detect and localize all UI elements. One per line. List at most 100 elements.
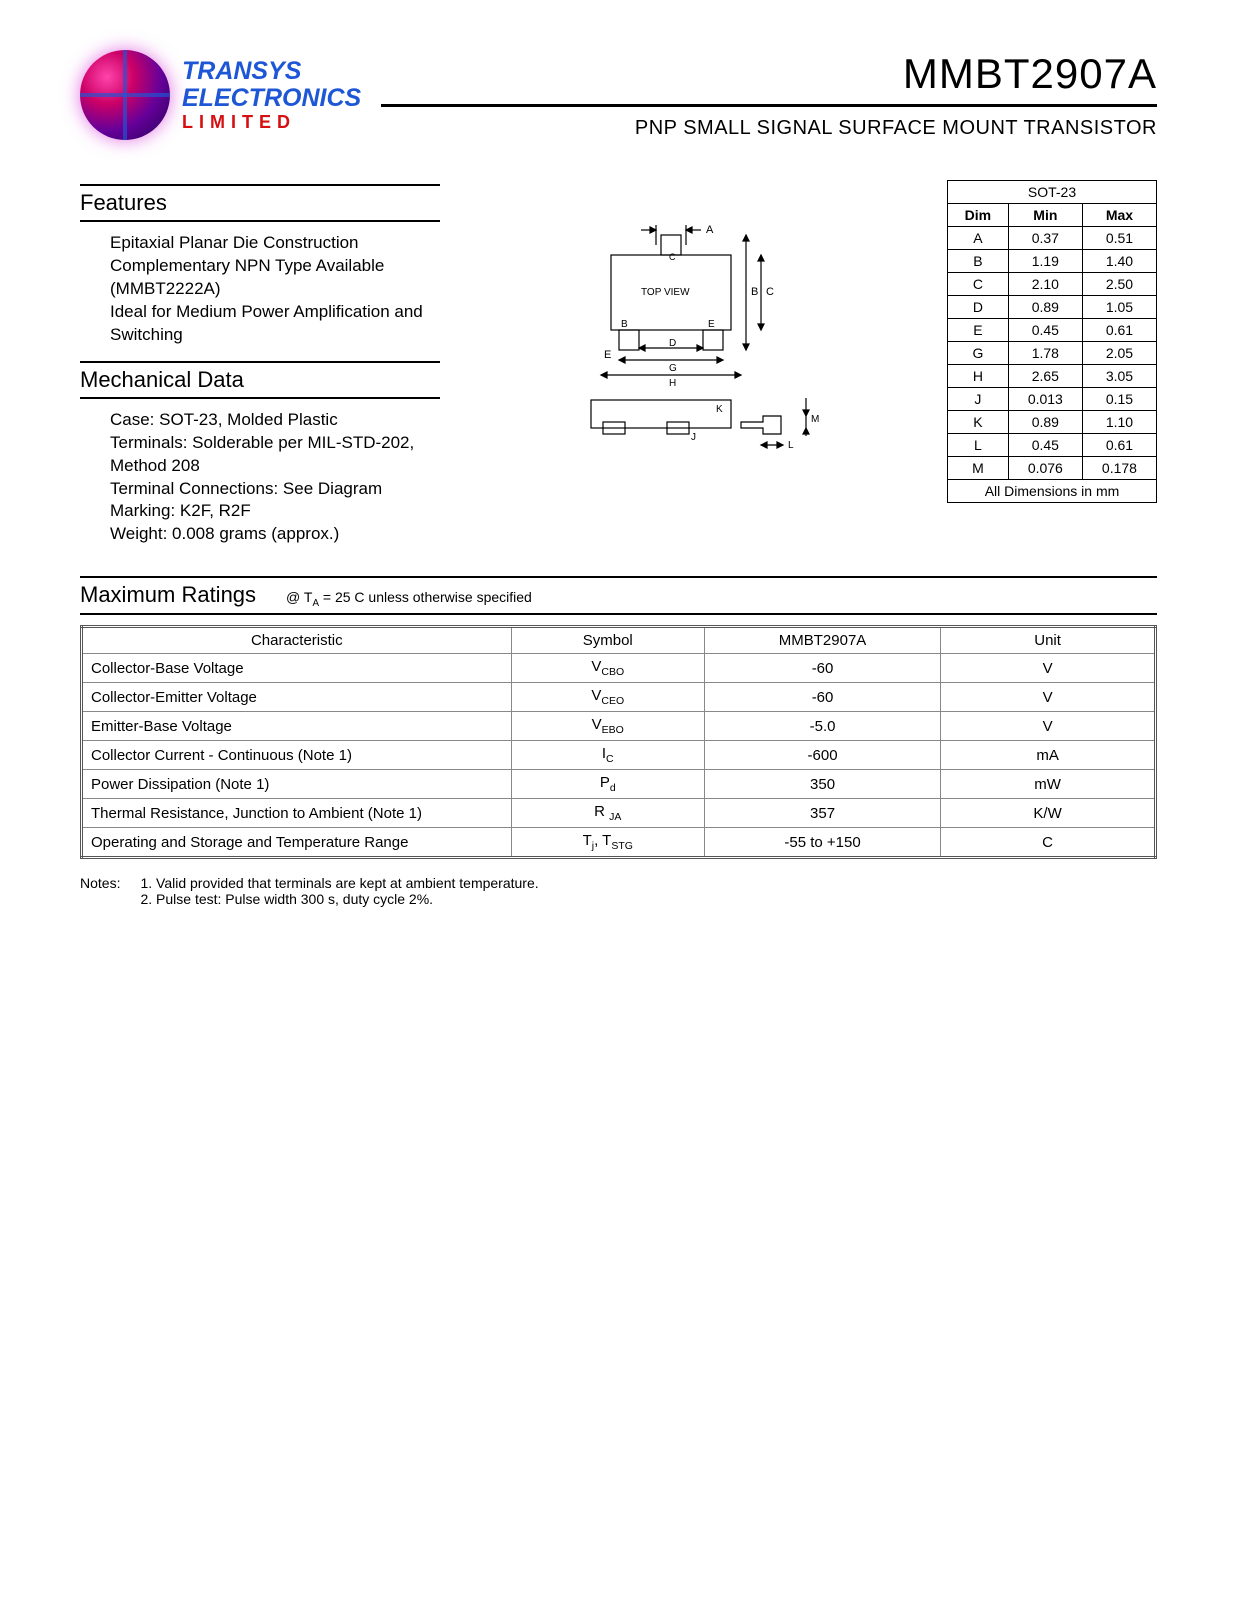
svg-text:J: J [691, 432, 696, 443]
ratings-characteristic: Emitter-Base Voltage [82, 712, 512, 741]
ratings-value: 350 [704, 770, 940, 799]
dim-cell: B [948, 250, 1009, 273]
dim-cell: G [948, 342, 1009, 365]
ratings-value: 357 [704, 799, 940, 828]
svg-text:K: K [716, 404, 723, 415]
table-row: E0.450.61 [948, 319, 1157, 342]
svg-text:E: E [604, 349, 611, 361]
dim-cell: 1.78 [1008, 342, 1082, 365]
ratings-unit: mA [941, 741, 1156, 770]
ratings-unit: V [941, 683, 1156, 712]
table-row: B1.191.40 [948, 250, 1157, 273]
dim-cell: 0.89 [1008, 296, 1082, 319]
table-row: K0.891.10 [948, 411, 1157, 434]
mechanical-heading: Mechanical Data [80, 361, 440, 399]
ratings-col-header: Unit [941, 627, 1156, 654]
table-row: L0.450.61 [948, 434, 1157, 457]
svg-text:E: E [708, 319, 715, 330]
svg-text:B: B [621, 319, 628, 330]
ratings-characteristic: Power Dissipation (Note 1) [82, 770, 512, 799]
dim-cell: A [948, 227, 1009, 250]
table-row: A0.370.51 [948, 227, 1157, 250]
dim-cell: 0.178 [1082, 457, 1156, 480]
dim-cell: 2.10 [1008, 273, 1082, 296]
ratings-symbol: VEBO [511, 712, 704, 741]
svg-text:L: L [788, 440, 794, 451]
sot23-drawing: A C TOP VIEW B E B C E D G H K J M L [561, 200, 826, 460]
ratings-unit: mW [941, 770, 1156, 799]
svg-text:C: C [766, 286, 774, 298]
ratings-heading-row: Maximum Ratings @ TA = 25 C unless other… [80, 576, 1157, 615]
ratings-unit: K/W [941, 799, 1156, 828]
ratings-value: -600 [704, 741, 940, 770]
page-header: TRANSYS ELECTRONICS LIMITED MMBT2907A PN… [80, 50, 1157, 140]
left-column: Features Epitaxial Planar Die Constructi… [80, 170, 440, 546]
dim-cell: 2.50 [1082, 273, 1156, 296]
dimensions-column: SOT-23 Dim Min Max A0.370.51B1.191.40C2.… [947, 170, 1157, 503]
dim-cell: 0.37 [1008, 227, 1082, 250]
svg-text:H: H [669, 378, 676, 389]
dim-cell: 0.89 [1008, 411, 1082, 434]
dim-cell: 3.05 [1082, 365, 1156, 388]
note-item: 1. Valid provided that terminals are kep… [140, 875, 538, 891]
ratings-symbol: IC [511, 741, 704, 770]
features-list: Epitaxial Planar Die Construction Comple… [80, 232, 440, 347]
table-row: Operating and Storage and Temperature Ra… [82, 828, 1156, 858]
dim-col-header: Max [1082, 204, 1156, 227]
mechanical-item: Terminal Connections: See Diagram [110, 478, 440, 501]
dim-cell: J [948, 388, 1009, 411]
table-row: G1.782.05 [948, 342, 1157, 365]
dim-cell: 0.61 [1082, 319, 1156, 342]
title-block: MMBT2907A PNP SMALL SIGNAL SURFACE MOUNT… [381, 50, 1157, 140]
dim-cell: 0.076 [1008, 457, 1082, 480]
table-row: M0.0760.178 [948, 457, 1157, 480]
table-row: Power Dissipation (Note 1)Pd350mW [82, 770, 1156, 799]
mechanical-item: Weight: 0.008 grams (approx.) [110, 523, 440, 546]
part-number: MMBT2907A [381, 50, 1157, 98]
mechanical-item: Case: SOT-23, Molded Plastic [110, 409, 440, 432]
svg-text:G: G [669, 363, 677, 374]
svg-text:D: D [669, 338, 676, 349]
ratings-table: Characteristic Symbol MMBT2907A Unit Col… [80, 625, 1157, 859]
dim-cell: 0.61 [1082, 434, 1156, 457]
table-row: Collector-Emitter VoltageVCEO-60V [82, 683, 1156, 712]
ratings-value: -60 [704, 654, 940, 683]
feature-item: Epitaxial Planar Die Construction [110, 232, 440, 255]
ratings-characteristic: Collector-Emitter Voltage [82, 683, 512, 712]
logo-line-1: TRANSYS [182, 58, 361, 84]
ratings-col-header: Characteristic [82, 627, 512, 654]
logo-text: TRANSYS ELECTRONICS LIMITED [182, 58, 361, 131]
dimensions-table: SOT-23 Dim Min Max A0.370.51B1.191.40C2.… [947, 180, 1157, 503]
notes-body: 1. Valid provided that terminals are kep… [140, 875, 538, 907]
dim-cell: 2.65 [1008, 365, 1082, 388]
note-item: 2. Pulse test: Pulse width 300 s, duty c… [140, 891, 538, 907]
ratings-unit: C [941, 828, 1156, 858]
table-row: C2.102.50 [948, 273, 1157, 296]
notes-block: Notes: 1. Valid provided that terminals … [80, 875, 1157, 907]
svg-text:C: C [669, 252, 676, 262]
svg-text:M: M [811, 414, 819, 425]
logo-line-3: LIMITED [182, 113, 361, 132]
ratings-col-header: Symbol [511, 627, 704, 654]
table-row: J0.0130.15 [948, 388, 1157, 411]
ratings-symbol: VCBO [511, 654, 704, 683]
title-divider [381, 104, 1157, 107]
ratings-characteristic: Collector Current - Continuous (Note 1) [82, 741, 512, 770]
svg-text:B: B [751, 286, 758, 298]
dim-cell: 1.10 [1082, 411, 1156, 434]
ratings-characteristic: Thermal Resistance, Junction to Ambient … [82, 799, 512, 828]
dim-cell: 2.05 [1082, 342, 1156, 365]
dim-cell: 0.013 [1008, 388, 1082, 411]
company-logo: TRANSYS ELECTRONICS LIMITED [80, 50, 361, 140]
dim-cell: K [948, 411, 1009, 434]
dim-cell: D [948, 296, 1009, 319]
ratings-value: -60 [704, 683, 940, 712]
dim-cell: C [948, 273, 1009, 296]
ratings-value: -5.0 [704, 712, 940, 741]
table-row: H2.653.05 [948, 365, 1157, 388]
dim-cell: 0.51 [1082, 227, 1156, 250]
table-row: Collector-Base VoltageVCBO-60V [82, 654, 1156, 683]
mechanical-list: Case: SOT-23, Molded Plastic Terminals: … [80, 409, 440, 547]
dim-cell: 1.05 [1082, 296, 1156, 319]
mechanical-item: Marking: K2F, R2F [110, 500, 440, 523]
